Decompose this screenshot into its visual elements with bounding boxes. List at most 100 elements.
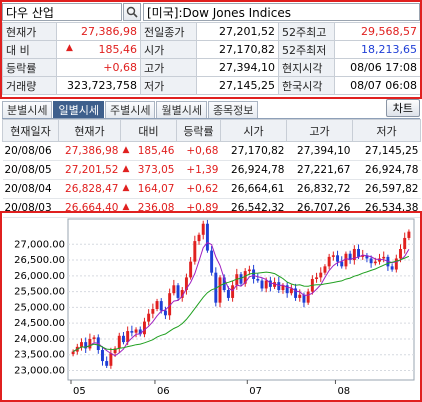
- cell-text: 26,664,61: [231, 183, 285, 195]
- summary-value: 27,386,98: [56, 22, 141, 41]
- candle-body: [399, 248, 402, 259]
- candle-body: [180, 290, 184, 298]
- summary-value-text: 08/06 17:08: [350, 61, 417, 74]
- column-header[interactable]: 고가: [286, 119, 353, 142]
- cell-low: 26,597,82: [352, 179, 421, 199]
- candle-body: [382, 256, 386, 259]
- candle-body: [138, 329, 142, 335]
- candle-body: [340, 261, 344, 267]
- summary-label: 52주최고: [278, 22, 335, 41]
- cell-open: 26,664,61: [220, 179, 287, 199]
- up-arrow-icon: ▲: [66, 43, 73, 53]
- y-tick-label: 24,500.00: [14, 318, 65, 329]
- candle-body: [168, 293, 172, 316]
- tab-3[interactable]: 월별시세: [156, 101, 207, 118]
- candle-body: [210, 250, 214, 273]
- cell-text: 26,832,72: [297, 183, 351, 195]
- column-header[interactable]: 등락률: [176, 119, 221, 142]
- cell-text: +0,68: [186, 145, 219, 157]
- summary-value-text: 27,386,98: [81, 25, 137, 38]
- candle-body: [390, 266, 394, 270]
- candle-body: [294, 288, 298, 298]
- tab-2[interactable]: 주별시세: [104, 101, 156, 118]
- candlestick-chart[interactable]: 27,000.00 26,500.00 26,000.00 25,500.00 25,0…: [2, 213, 420, 400]
- candle-body: [336, 255, 340, 262]
- cell-price: 27,201,52: [58, 160, 121, 180]
- summary-label: 한국시각: [278, 76, 335, 95]
- table-row[interactable]: 20/08/06 27,386,98 ▲ 185,46 +0,68 27,170,82 27…: [2, 141, 421, 161]
- summary-label: 52주최저: [278, 40, 335, 59]
- candle-body: [319, 272, 323, 278]
- symbol-name-field[interactable]: [미국]:Dow Jones Indices: [143, 3, 420, 21]
- cell-text: 20/08/06: [4, 145, 52, 157]
- candle-body: [134, 329, 138, 333]
- candle-body: [273, 282, 277, 287]
- candle-body: [407, 231, 411, 238]
- candle-body: [331, 255, 335, 257]
- quote-summary-row: 등락률 +0,68 고가 27,394,10 현지시각 08/06 17:08: [2, 58, 421, 77]
- cell-text: 27,394,10: [297, 145, 351, 157]
- column-header[interactable]: 현재가: [58, 119, 121, 142]
- cell-text: 185,46: [137, 145, 175, 157]
- column-header[interactable]: 저가: [352, 119, 421, 142]
- y-tick-label: 23,000.00: [14, 366, 65, 377]
- cell-rate: +0,68: [176, 141, 221, 161]
- chart-canvas: 27,000.00 26,500.00 26,000.00 25,500.00 25,0…: [14, 218, 415, 397]
- y-tick-label: 27,000.00: [14, 239, 65, 250]
- cell-text: 27,170,82: [231, 145, 285, 157]
- view-tabs: 분별시세 일별시세 주별시세 월별시세 종목정보 차트: [2, 99, 420, 119]
- tab-1[interactable]: 일별시세: [53, 101, 104, 118]
- magnifier-icon: [126, 6, 138, 18]
- candle-body: [184, 277, 188, 291]
- table-row[interactable]: 20/08/04 26,828,47 ▲ 164,07 +0,62 26,664,61 26…: [2, 179, 421, 199]
- cell-high: 27,221,67: [286, 160, 353, 180]
- cell-text: 27,145,25: [365, 145, 419, 157]
- cell-high: 27,394,10: [286, 141, 353, 161]
- tab-0[interactable]: 분별시세: [2, 101, 53, 118]
- up-arrow-icon: ▲: [122, 164, 130, 174]
- candle-body: [126, 331, 130, 343]
- cell-text: +1,39: [186, 164, 219, 176]
- y-tick-label: 24,000.00: [14, 334, 65, 345]
- up-arrow-icon: ▲: [122, 145, 130, 155]
- tab-4[interactable]: 종목정보: [207, 101, 259, 118]
- cell-text: 26,924,78: [231, 164, 285, 176]
- candle-body: [264, 280, 268, 289]
- column-header[interactable]: 대비: [120, 119, 177, 142]
- candle-body: [214, 272, 218, 303]
- candle-body: [302, 294, 306, 303]
- summary-value: 08/06 17:08: [334, 58, 421, 77]
- column-header[interactable]: 현재일자: [2, 119, 59, 142]
- summary-value-text: 27,201,52: [219, 25, 275, 38]
- ma-long-line: [72, 255, 410, 353]
- summary-label: 현재가: [2, 22, 57, 41]
- cell-price: 27,386,98: [58, 141, 121, 161]
- candle-body: [122, 335, 125, 343]
- plot-area: [67, 218, 415, 381]
- x-tick-label: 05: [73, 386, 86, 397]
- cell-change: ▲ 164,07: [120, 179, 177, 199]
- column-header[interactable]: 시가: [220, 119, 287, 142]
- up-arrow-icon: ▲: [122, 202, 130, 212]
- y-tick-label: 25,000.00: [14, 302, 65, 313]
- candle-body: [201, 223, 205, 235]
- candle-body: [113, 348, 117, 354]
- cell-text: 26,924,78: [365, 164, 419, 176]
- summary-label: 전일종가: [140, 22, 197, 41]
- candle-body: [378, 258, 381, 262]
- symbol-search-row: 다우 산업 [미국]:Dow Jones Indices: [2, 2, 420, 22]
- candle-body: [348, 253, 352, 261]
- x-tick-label: 07: [249, 386, 262, 397]
- summary-label: 고가: [140, 58, 197, 77]
- cell-high: 26,832,72: [286, 179, 353, 199]
- summary-value-text: 08/07 06:08: [350, 79, 417, 92]
- candle-body: [235, 274, 239, 286]
- candle-body: [155, 301, 159, 309]
- summary-value-text: 185,46: [98, 43, 138, 56]
- search-button[interactable]: [123, 3, 141, 21]
- ma-short-line: [72, 241, 410, 357]
- chart-button[interactable]: 차트: [385, 99, 420, 117]
- symbol-input[interactable]: 다우 산업: [2, 3, 122, 21]
- candle-body: [151, 308, 155, 314]
- table-row[interactable]: 20/08/05 27,201,52 ▲ 373,05 +1,39 26,924,78 27…: [2, 160, 421, 180]
